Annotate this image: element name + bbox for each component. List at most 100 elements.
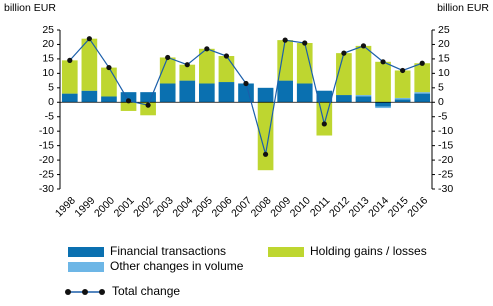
point xyxy=(282,37,288,43)
y2-tick-label: 25 xyxy=(438,24,450,36)
y-tick-label: -15 xyxy=(39,139,54,151)
bar xyxy=(277,40,293,81)
y-tick-label: 20 xyxy=(42,38,54,50)
y2-tick-label: -10 xyxy=(438,125,453,137)
legend-label: Financial transactions xyxy=(110,244,226,258)
bar xyxy=(101,96,117,103)
bar xyxy=(101,67,117,97)
y-tick-label: 0 xyxy=(48,96,54,108)
bar xyxy=(257,87,274,103)
legend-dot xyxy=(65,289,71,295)
point xyxy=(165,54,171,61)
bar xyxy=(336,53,352,96)
bar xyxy=(394,97,411,100)
bar xyxy=(355,45,372,96)
x-tick-label: 2008 xyxy=(249,194,274,219)
y2-tick-label: -20 xyxy=(438,154,453,166)
bar xyxy=(81,90,98,103)
x-tick-label: 2003 xyxy=(151,194,176,219)
point xyxy=(400,67,406,74)
legend-label: Holding gains / losses xyxy=(310,244,427,258)
bar xyxy=(218,56,235,83)
x-tick-label: 2006 xyxy=(210,194,235,219)
y-tick-label: 25 xyxy=(42,24,54,36)
legend-swatch xyxy=(68,247,104,257)
y-axis-label: billion EUR xyxy=(4,2,56,14)
legend-swatch xyxy=(268,247,304,257)
x-tick-label: 2012 xyxy=(327,194,352,219)
x-tick-label: 2010 xyxy=(288,194,313,219)
bar xyxy=(81,38,98,91)
bar xyxy=(316,102,333,136)
y2-tick-label: -30 xyxy=(438,183,453,195)
y2-tick-label: -25 xyxy=(438,168,453,180)
point xyxy=(223,53,230,59)
bar xyxy=(179,80,196,103)
y-tick-label: -5 xyxy=(45,111,54,123)
y2-tick-label: 5 xyxy=(438,82,444,94)
legend-swatch xyxy=(68,262,104,272)
bar xyxy=(355,95,372,97)
x-tick-label: 1998 xyxy=(53,194,78,219)
y2-tick-label: 20 xyxy=(438,38,450,50)
bar xyxy=(61,60,78,94)
legend-label: Other changes in volume xyxy=(110,259,244,273)
bar xyxy=(159,57,176,84)
y2-tick-label: 10 xyxy=(438,67,450,79)
y2-tick-label: 15 xyxy=(438,53,450,65)
bar xyxy=(238,83,254,103)
bar xyxy=(199,48,215,84)
x-tick-label: 2002 xyxy=(131,194,156,219)
bar xyxy=(179,64,196,81)
y-tick-label: 10 xyxy=(42,67,54,79)
x-tick-label: 2016 xyxy=(405,194,430,219)
point xyxy=(86,36,92,42)
point xyxy=(419,60,425,66)
bar xyxy=(61,93,78,103)
x-tick-label: 2005 xyxy=(190,194,215,219)
bar xyxy=(336,95,352,103)
point xyxy=(184,62,190,68)
y2-tick-label: -15 xyxy=(438,139,453,151)
legend-dot xyxy=(99,289,105,295)
y2-tick-label: -5 xyxy=(438,111,447,123)
bar xyxy=(199,83,215,103)
point xyxy=(302,40,308,46)
bar xyxy=(159,83,176,103)
x-tick-label: 2015 xyxy=(386,194,411,219)
point xyxy=(380,59,386,65)
bar xyxy=(140,102,156,116)
bar xyxy=(296,43,313,84)
point xyxy=(106,64,112,71)
y2-tick-label: 0 xyxy=(438,96,444,108)
y-tick-label: 5 xyxy=(48,82,54,94)
bar xyxy=(375,61,391,103)
point xyxy=(360,43,367,49)
point xyxy=(262,151,269,157)
y-tick-label: 15 xyxy=(42,53,54,65)
bar xyxy=(257,102,274,171)
x-tick-label: 2014 xyxy=(366,194,391,219)
bar xyxy=(394,70,411,98)
bar xyxy=(414,63,431,93)
y-tick-label: -20 xyxy=(39,154,54,166)
bar xyxy=(120,92,137,103)
bar xyxy=(218,82,235,103)
point xyxy=(321,121,327,127)
bar xyxy=(394,99,411,103)
legend-dot xyxy=(82,289,88,295)
bar xyxy=(414,92,431,94)
bar xyxy=(296,83,313,103)
bar xyxy=(355,96,372,103)
bar xyxy=(375,106,391,109)
bar xyxy=(120,102,137,111)
x-tick-label: 2007 xyxy=(229,194,254,219)
point xyxy=(125,98,132,104)
bar xyxy=(316,90,333,103)
y-tick-label: -25 xyxy=(39,168,54,180)
x-tick-label: 1999 xyxy=(72,194,97,219)
point xyxy=(341,50,347,56)
x-tick-label: 2000 xyxy=(92,194,117,219)
x-tick-label: 2009 xyxy=(268,194,293,219)
